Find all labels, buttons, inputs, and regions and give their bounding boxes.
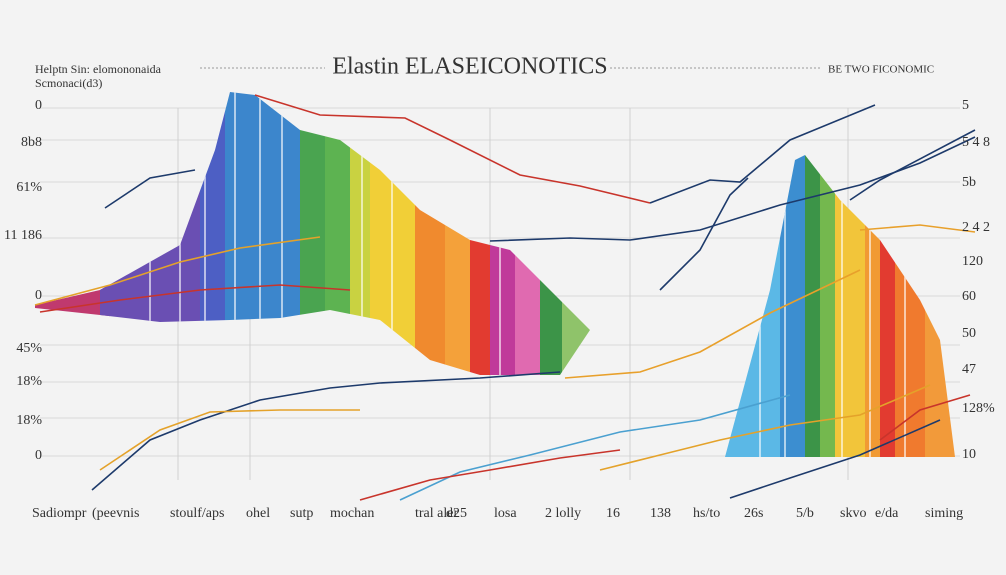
bottom-axis-label: hs/to — [693, 506, 720, 521]
lines — [34, 94, 976, 501]
right-axis-label: 5 — [962, 98, 969, 113]
left-axis-label: 0 — [35, 448, 42, 463]
left-axis-label: 18% — [16, 413, 42, 428]
bottom-axis-label: 2 lolly — [545, 506, 581, 521]
bottom-axis-label: mochan — [330, 506, 374, 521]
left-axis-label: 45% — [16, 341, 42, 356]
bottom-axis-label: sutp — [290, 506, 313, 521]
left-axis-label: 11 186 — [4, 228, 42, 243]
left-mountain — [35, 92, 590, 375]
right-axis-label: 2 4 2 — [962, 220, 990, 235]
right-axis-label: 128% — [962, 401, 995, 416]
left-axis-label: 8b8 — [21, 135, 42, 150]
bottom-axis-label: e/da — [875, 506, 899, 521]
right-axis-label: 5b — [962, 175, 976, 190]
right-axis-label: 47 — [962, 362, 976, 377]
right-axis-label: 5 4 8 — [962, 135, 990, 150]
header-right: BE TWO FICONOMIC — [828, 64, 934, 76]
left-axis-label: 0 — [35, 288, 42, 303]
header-line: Helptn Sin: elomononaida — [35, 62, 162, 76]
bottom-axis-label: d25 — [446, 506, 467, 521]
labels: Elastin ELASEICONOTICS Helptn Sin: elomo… — [4, 54, 995, 522]
right-axis-label: 10 — [962, 447, 976, 462]
right-axis-label: 120 — [962, 254, 983, 269]
bottom-axis-label: ohel — [246, 506, 270, 521]
bottom-axis-label: 5/b — [796, 506, 814, 521]
bottom-axis-label: losa — [494, 506, 517, 521]
bottom-axis-label: siming — [925, 506, 963, 521]
bottom-axis-label: stoulf/aps — [170, 506, 224, 521]
bottom-axis-label: skvo — [840, 506, 866, 521]
bottom-axis-label: Sadiompr — [32, 506, 87, 521]
right-axis-label: 50 — [962, 326, 976, 341]
left-axis-label: 61% — [16, 180, 42, 195]
bottom-axis-label: 26s — [744, 506, 763, 521]
right-axis-label: 60 — [962, 289, 976, 304]
header-line: Scmonaci(d3) — [35, 76, 102, 90]
bottom-axis-label: 138 — [650, 506, 671, 521]
right-mountain — [725, 155, 955, 457]
bottom-axis-label: tral aler — [415, 506, 458, 521]
title: Elastin ELASEICONOTICS — [332, 54, 607, 80]
left-axis-label: 0 — [35, 98, 42, 113]
bottom-axis-label: (peevnis — [92, 506, 139, 521]
left-axis-label: 18% — [16, 374, 42, 389]
bottom-axis-label: 16 — [606, 506, 620, 521]
